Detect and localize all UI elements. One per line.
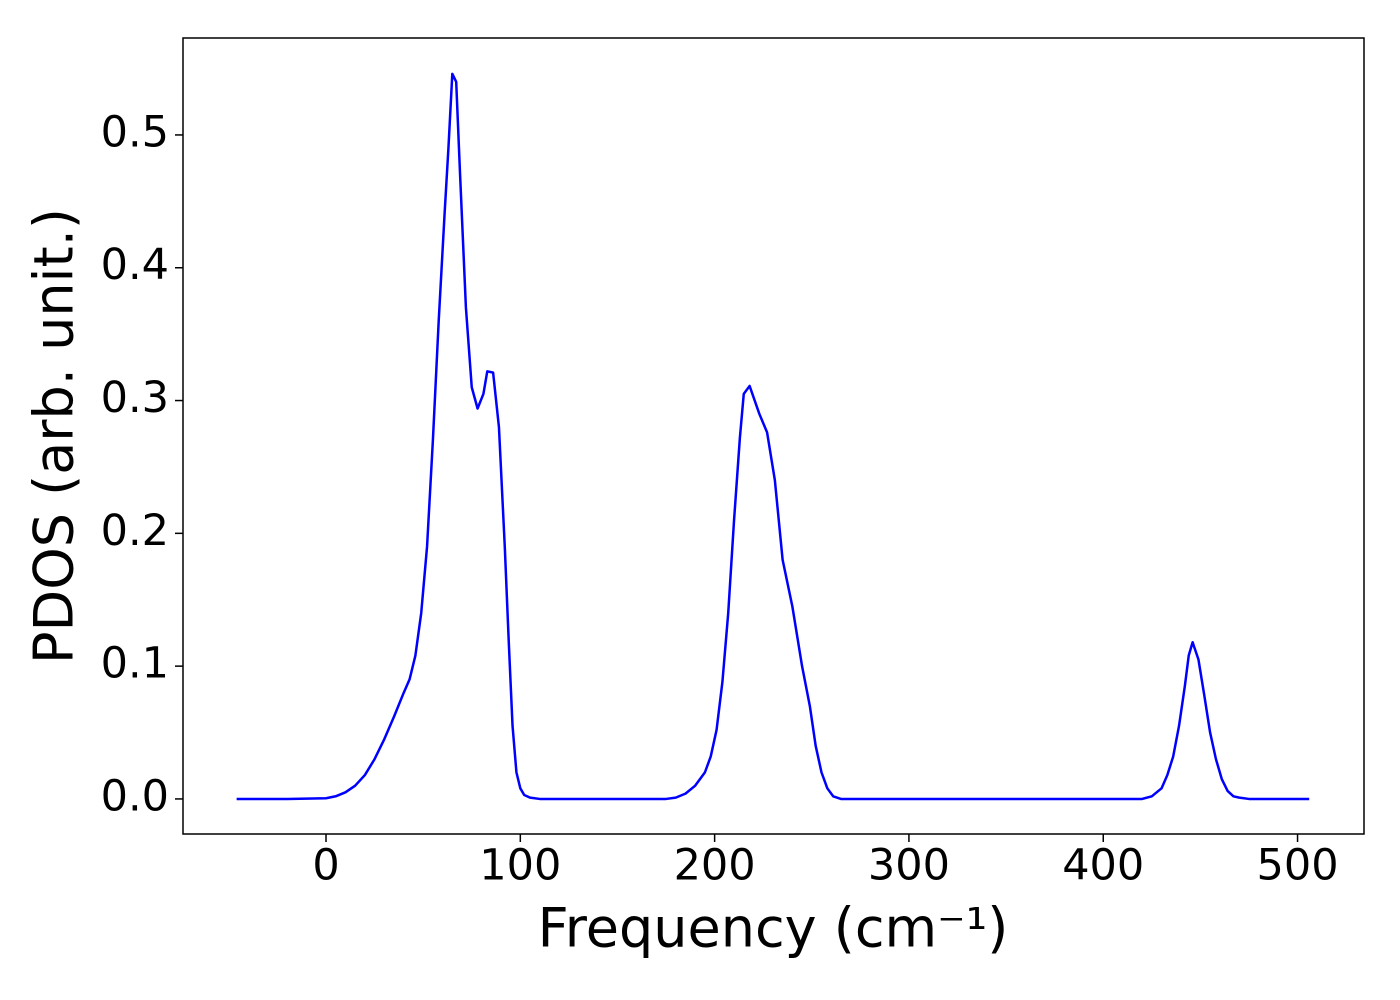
y-axis-label: PDOS (arb. unit.) [23,208,86,664]
y-tick-label: 0.3 [101,373,169,423]
y-tick-label: 0.2 [101,506,169,556]
x-tick-label: 400 [1062,841,1144,891]
x-tick-label: 500 [1257,841,1339,891]
x-tick-label: 100 [479,841,561,891]
x-axis-label: Frequency (cm⁻¹) [538,897,1009,960]
y-tick-label: 0.4 [101,240,169,290]
y-tick-label: 0.0 [101,771,169,821]
line-series [236,72,1310,801]
plot-frame [182,37,1365,835]
x-tick-label: 300 [868,841,950,891]
y-tick-label: 0.5 [101,107,169,157]
x-tick-label: 0 [312,841,339,891]
x-tick-label: 200 [674,841,756,891]
y-tick-label: 0.1 [101,639,169,689]
